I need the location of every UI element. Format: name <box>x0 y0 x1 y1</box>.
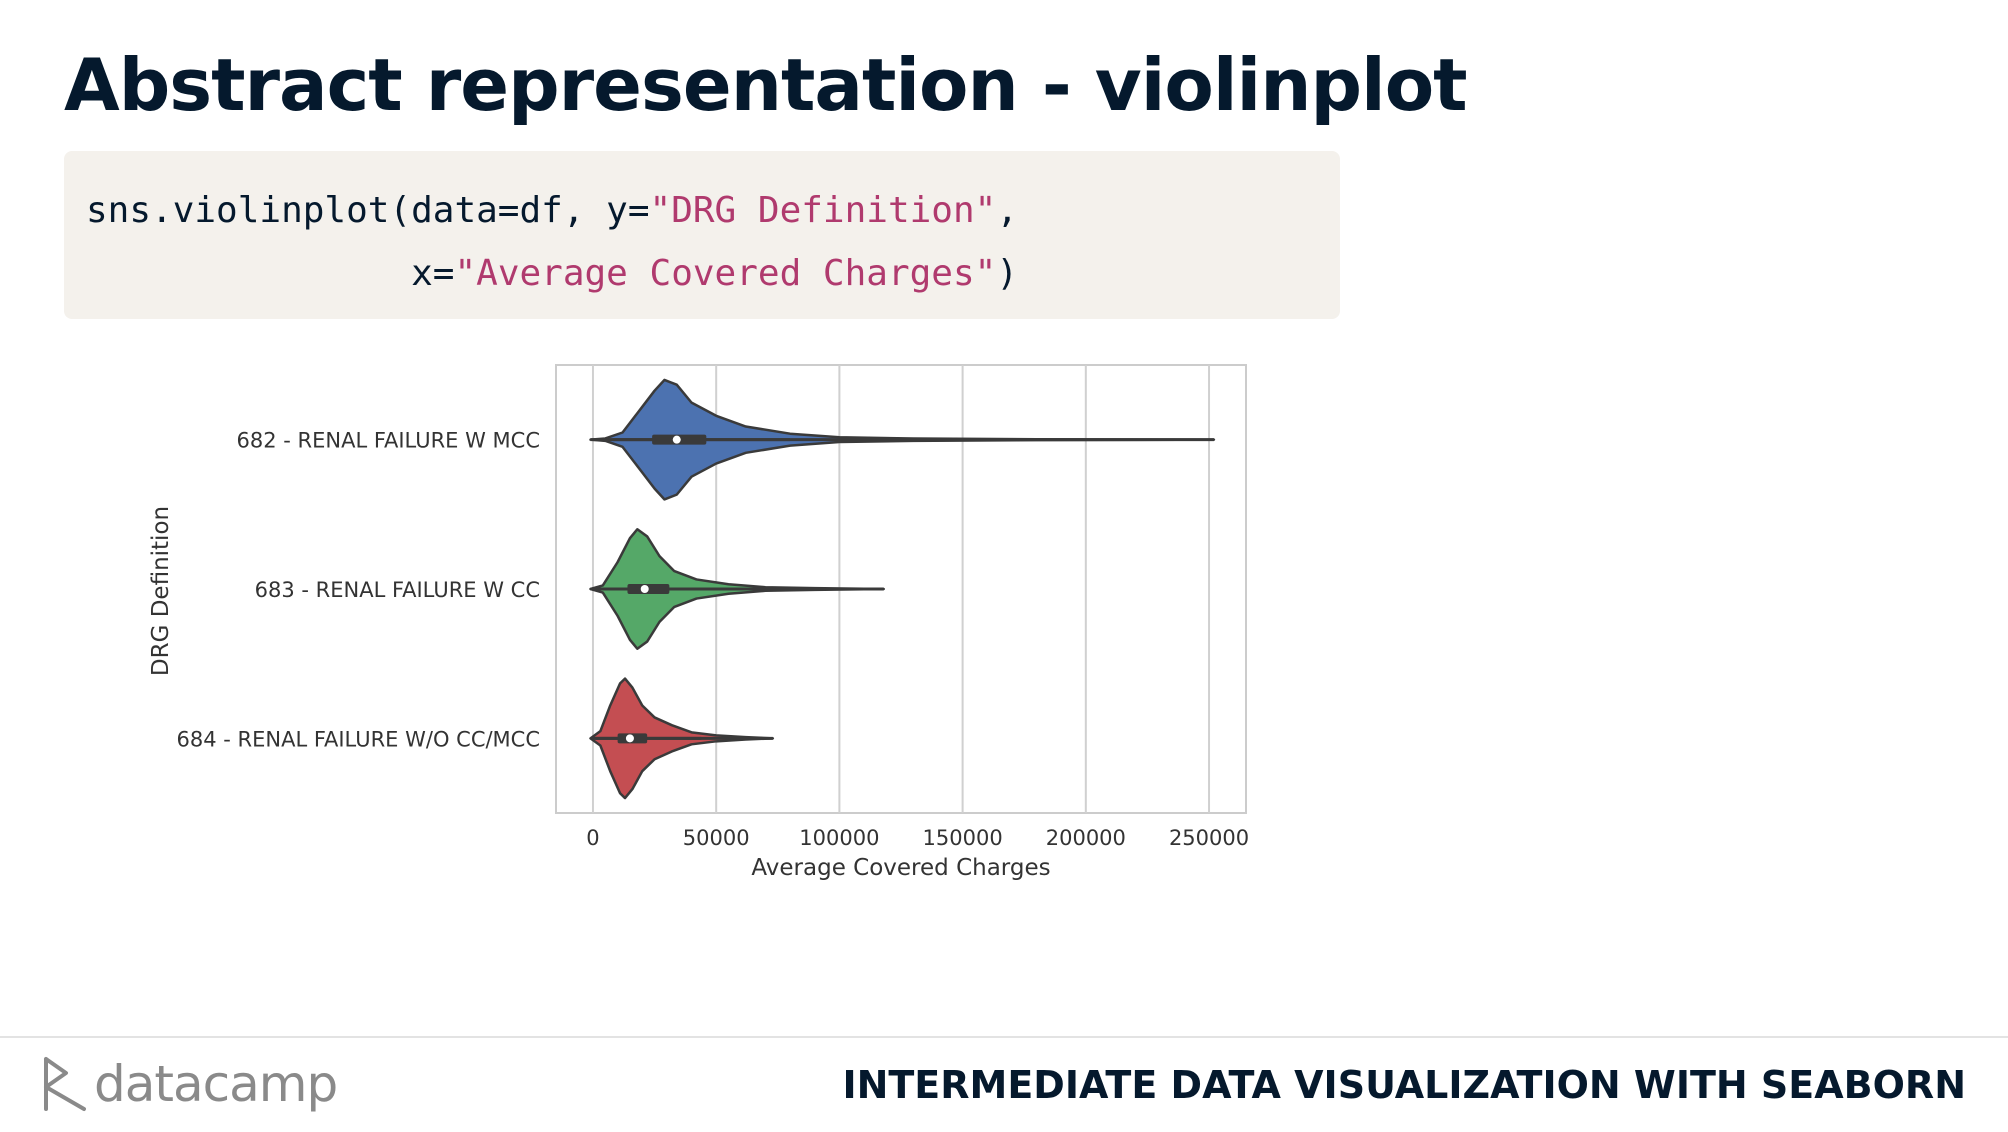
code-text: x= <box>411 253 455 294</box>
code-string: "Average Covered Charges" <box>454 253 997 294</box>
code-line-2: x="Average Covered Charges") <box>86 253 1018 294</box>
violin-chart: 0 50000 100000 150000 200000 250000 682 - RENA… <box>148 364 1249 881</box>
logo-text: datacamp <box>94 1055 338 1113</box>
y-tick-label: 683 - RENAL FAILURE W CC <box>255 578 540 602</box>
x-axis-label: Average Covered Charges <box>751 855 1050 881</box>
course-title: INTERMEDIATE DATA VISUALIZATION WITH SEA… <box>842 1063 1966 1107</box>
y-axis-label: DRG Definition <box>148 506 174 676</box>
x-tick-label: 200000 <box>1046 826 1126 850</box>
x-tick-label: 100000 <box>799 826 879 850</box>
x-tick-label: 150000 <box>923 826 1003 850</box>
x-tick-label: 50000 <box>683 826 750 850</box>
code-text: sns.violinplot(data=df, y= <box>86 190 650 231</box>
y-tick-label: 684 - RENAL FAILURE W/O CC/MCC <box>177 727 540 751</box>
x-tick-label: 0 <box>586 826 599 850</box>
datacamp-logo-icon <box>44 1057 86 1111</box>
violin-median-point <box>640 585 649 593</box>
code-block: sns.violinplot(data=df, y="DRG Definitio… <box>64 151 1340 319</box>
code-text: ) <box>996 253 1019 294</box>
code-line-1: sns.violinplot(data=df, y="DRG Definitio… <box>86 190 1018 231</box>
code-text: , <box>996 190 1018 231</box>
code-string: "DRG Definition" <box>649 190 997 231</box>
violin-median-point <box>625 734 634 743</box>
violin-median-point <box>672 435 681 444</box>
slide-title: Abstract representation - violinplot <box>64 43 1468 127</box>
y-tick-label: 682 - RENAL FAILURE W MCC <box>237 429 540 453</box>
x-tick-label: 250000 <box>1169 826 1249 850</box>
datacamp-logo: datacamp <box>40 1052 338 1116</box>
footer-divider <box>0 1036 2008 1038</box>
